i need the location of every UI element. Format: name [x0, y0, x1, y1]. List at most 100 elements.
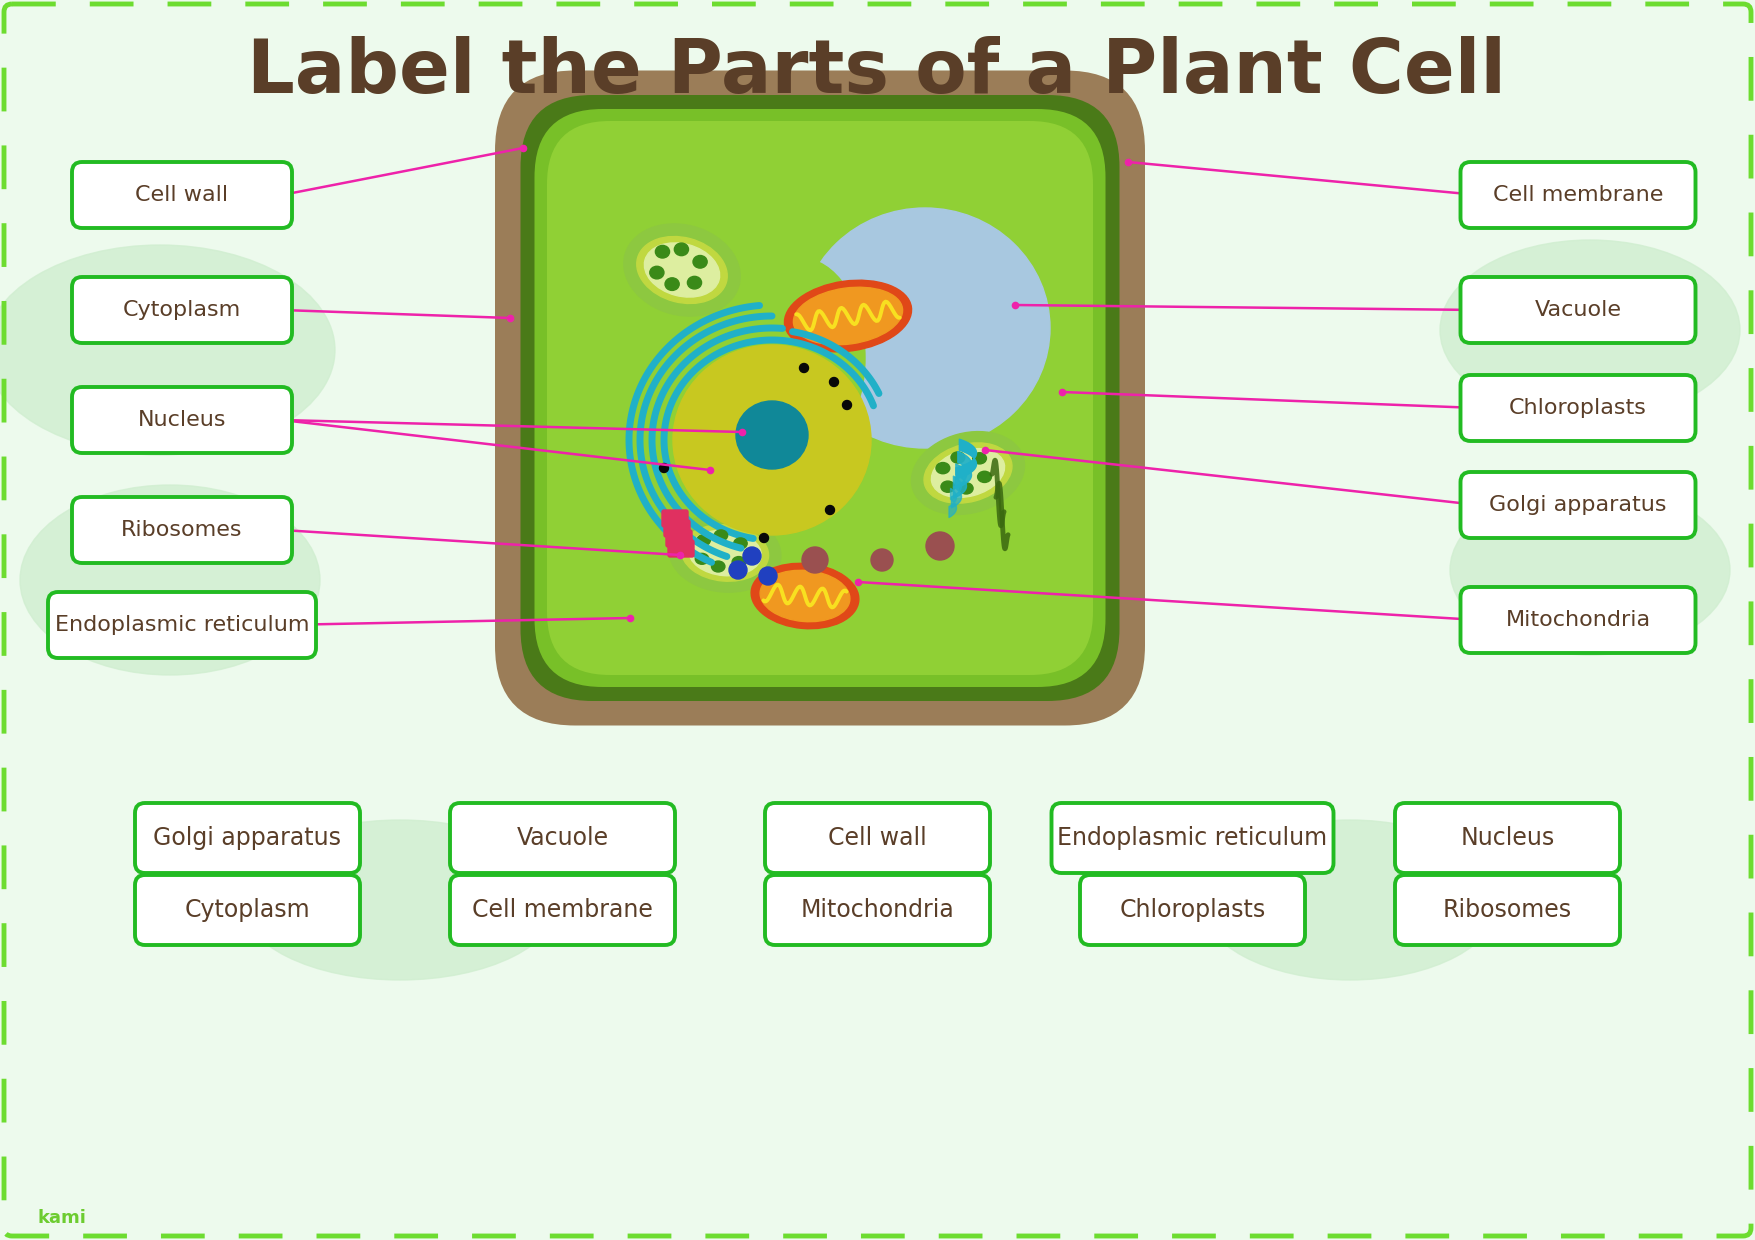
- Ellipse shape: [1200, 820, 1501, 980]
- Text: Mitochondria: Mitochondria: [800, 898, 955, 923]
- FancyBboxPatch shape: [449, 875, 676, 945]
- Ellipse shape: [941, 481, 955, 492]
- FancyBboxPatch shape: [135, 875, 360, 945]
- Ellipse shape: [1450, 485, 1730, 655]
- FancyBboxPatch shape: [72, 277, 291, 343]
- Ellipse shape: [660, 464, 669, 472]
- FancyBboxPatch shape: [1460, 374, 1695, 441]
- Ellipse shape: [711, 560, 725, 572]
- Ellipse shape: [972, 453, 986, 464]
- FancyBboxPatch shape: [72, 497, 291, 563]
- Ellipse shape: [932, 449, 1004, 497]
- Ellipse shape: [688, 277, 702, 289]
- Ellipse shape: [697, 534, 711, 546]
- Text: Ribosomes: Ribosomes: [1443, 898, 1572, 923]
- FancyBboxPatch shape: [1460, 472, 1695, 538]
- Ellipse shape: [674, 243, 688, 255]
- Ellipse shape: [925, 443, 1013, 503]
- Ellipse shape: [760, 533, 769, 543]
- Text: kami: kami: [39, 1209, 88, 1228]
- FancyBboxPatch shape: [72, 162, 291, 228]
- Ellipse shape: [842, 401, 851, 409]
- Text: Cell membrane: Cell membrane: [472, 898, 653, 923]
- Text: Ribosomes: Ribosomes: [121, 520, 242, 539]
- FancyBboxPatch shape: [765, 804, 990, 873]
- Ellipse shape: [927, 532, 955, 560]
- FancyBboxPatch shape: [1395, 875, 1620, 945]
- FancyBboxPatch shape: [765, 875, 990, 945]
- FancyBboxPatch shape: [535, 109, 1106, 687]
- Ellipse shape: [681, 525, 769, 582]
- Text: Cell wall: Cell wall: [135, 185, 228, 205]
- Ellipse shape: [732, 557, 746, 568]
- FancyBboxPatch shape: [135, 804, 360, 873]
- Ellipse shape: [935, 463, 949, 474]
- Ellipse shape: [240, 820, 560, 980]
- Ellipse shape: [1441, 241, 1739, 420]
- Ellipse shape: [637, 237, 727, 304]
- Ellipse shape: [951, 451, 965, 463]
- Ellipse shape: [693, 255, 707, 268]
- Ellipse shape: [688, 531, 762, 575]
- Ellipse shape: [751, 563, 858, 629]
- Ellipse shape: [672, 345, 870, 534]
- Ellipse shape: [649, 267, 663, 279]
- Text: Cytoplasm: Cytoplasm: [184, 898, 311, 923]
- Text: Cytoplasm: Cytoplasm: [123, 300, 240, 320]
- FancyBboxPatch shape: [47, 591, 316, 658]
- Text: Nucleus: Nucleus: [1460, 826, 1555, 849]
- Text: Endoplasmic reticulum: Endoplasmic reticulum: [54, 615, 309, 635]
- FancyBboxPatch shape: [521, 95, 1120, 701]
- Text: Chloroplasts: Chloroplasts: [1509, 398, 1646, 418]
- FancyBboxPatch shape: [449, 804, 676, 873]
- Ellipse shape: [784, 280, 911, 352]
- Ellipse shape: [758, 567, 777, 585]
- Text: Endoplasmic reticulum: Endoplasmic reticulum: [1058, 826, 1327, 849]
- Ellipse shape: [960, 482, 972, 494]
- Ellipse shape: [735, 401, 807, 469]
- FancyBboxPatch shape: [548, 122, 1093, 675]
- Ellipse shape: [676, 420, 700, 446]
- Text: Nucleus: Nucleus: [137, 410, 226, 430]
- Ellipse shape: [0, 246, 335, 455]
- FancyBboxPatch shape: [1460, 277, 1695, 343]
- Ellipse shape: [800, 363, 809, 372]
- Text: Golgi apparatus: Golgi apparatus: [1490, 495, 1667, 515]
- Ellipse shape: [623, 224, 741, 316]
- Ellipse shape: [830, 377, 839, 387]
- Ellipse shape: [735, 258, 865, 458]
- Ellipse shape: [686, 105, 1067, 215]
- Ellipse shape: [742, 547, 762, 565]
- Ellipse shape: [644, 243, 720, 298]
- FancyBboxPatch shape: [1051, 804, 1334, 873]
- FancyBboxPatch shape: [665, 529, 691, 547]
- Ellipse shape: [800, 208, 1049, 448]
- Ellipse shape: [825, 506, 834, 515]
- Text: Chloroplasts: Chloroplasts: [1120, 898, 1265, 923]
- Text: Golgi apparatus: Golgi apparatus: [153, 826, 342, 849]
- Ellipse shape: [728, 560, 748, 579]
- Ellipse shape: [714, 529, 728, 541]
- Ellipse shape: [760, 570, 849, 621]
- Text: Vacuole: Vacuole: [516, 826, 609, 849]
- Text: Vacuole: Vacuole: [1534, 300, 1622, 320]
- FancyBboxPatch shape: [495, 71, 1144, 725]
- Ellipse shape: [19, 485, 319, 675]
- FancyBboxPatch shape: [663, 520, 690, 537]
- Ellipse shape: [734, 538, 748, 549]
- FancyBboxPatch shape: [72, 387, 291, 453]
- Text: Cell membrane: Cell membrane: [1494, 185, 1664, 205]
- Ellipse shape: [793, 288, 902, 345]
- Text: Mitochondria: Mitochondria: [1506, 610, 1650, 630]
- Ellipse shape: [655, 246, 670, 258]
- FancyBboxPatch shape: [1079, 875, 1306, 945]
- FancyBboxPatch shape: [669, 539, 693, 557]
- Ellipse shape: [695, 553, 709, 564]
- FancyBboxPatch shape: [1395, 804, 1620, 873]
- Text: Label the Parts of a Plant Cell: Label the Parts of a Plant Cell: [247, 36, 1506, 109]
- Ellipse shape: [870, 549, 893, 570]
- Ellipse shape: [669, 513, 781, 593]
- FancyBboxPatch shape: [662, 510, 688, 527]
- FancyBboxPatch shape: [1460, 162, 1695, 228]
- Text: Cell wall: Cell wall: [828, 826, 927, 849]
